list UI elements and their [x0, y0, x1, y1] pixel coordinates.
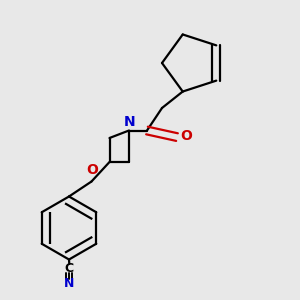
Text: N: N: [124, 115, 136, 129]
Text: N: N: [64, 277, 74, 290]
Text: O: O: [180, 130, 192, 143]
Text: O: O: [86, 163, 98, 177]
Text: C: C: [64, 262, 74, 275]
